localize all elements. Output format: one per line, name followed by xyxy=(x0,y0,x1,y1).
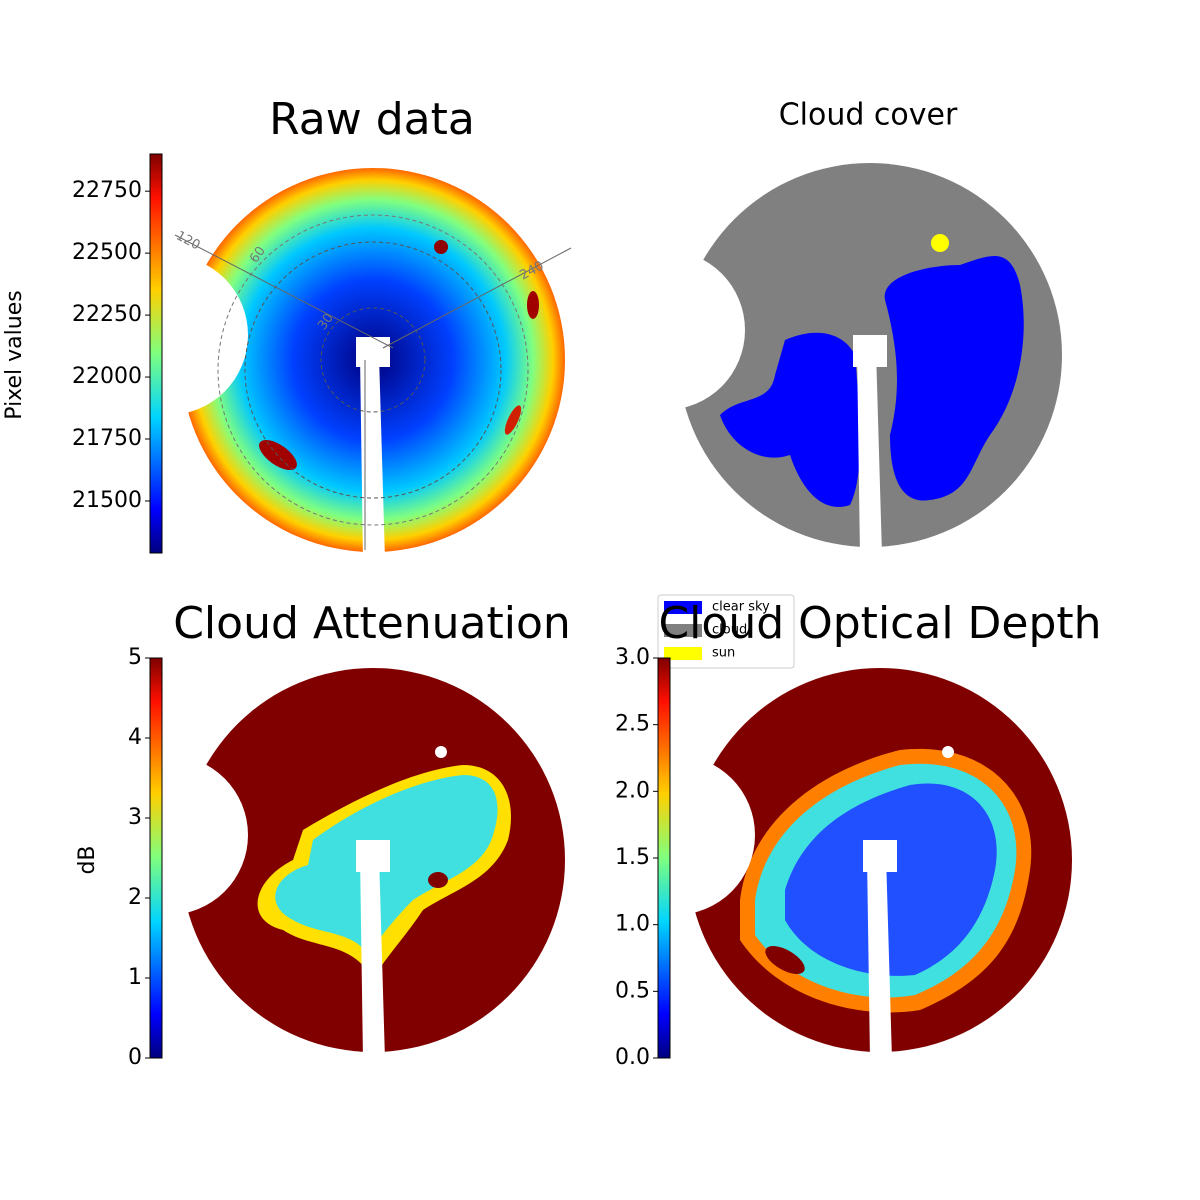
tick-label: 4 xyxy=(128,725,142,750)
legend-swatch xyxy=(664,601,702,614)
tick-label: 3 xyxy=(128,805,142,830)
tick-label: 5 xyxy=(128,645,142,670)
colorbar xyxy=(149,153,163,554)
legend-swatch xyxy=(664,647,702,660)
legend-label: sun xyxy=(712,646,735,661)
tick-label: 0.5 xyxy=(615,978,650,1003)
optical-depth-image xyxy=(680,660,1080,1060)
sun xyxy=(931,234,949,252)
tick-label: 2 xyxy=(128,885,142,910)
chart-title: Cloud Optical Depth xyxy=(658,598,1101,649)
tick-label: 2.0 xyxy=(615,778,650,803)
legend: clear sky cloud sun xyxy=(664,600,770,661)
tick-label: 1.5 xyxy=(615,845,650,870)
cloud-cover-image xyxy=(670,155,1070,555)
tick-label: 21750 xyxy=(72,426,142,451)
legend-label: cloud xyxy=(712,623,747,638)
colorbar-label: Pixel values xyxy=(2,290,27,419)
tick-label: 21500 xyxy=(72,488,142,513)
tick-label: 1.0 xyxy=(615,912,650,937)
legend-label: clear sky xyxy=(712,600,770,615)
tick-label: 22000 xyxy=(72,364,142,389)
tick-label: 0.0 xyxy=(615,1045,650,1070)
attenuation-image xyxy=(173,660,573,1060)
tick-label: 1 xyxy=(128,965,142,990)
tick-label: 2.5 xyxy=(615,712,650,737)
chart-title: Raw data xyxy=(269,94,475,145)
colorbar-label: dB xyxy=(75,845,100,874)
chart-title: Cloud Attenuation xyxy=(173,598,571,649)
chart-title: Cloud cover xyxy=(779,98,958,133)
tick-label: 0 xyxy=(128,1045,142,1070)
tick-label: 22250 xyxy=(72,302,142,327)
tick-label: 3.0 xyxy=(615,645,650,670)
tick-label: 22750 xyxy=(72,178,142,203)
raw-image xyxy=(173,160,573,560)
colorbar xyxy=(657,657,671,1059)
colorbar xyxy=(149,657,163,1059)
legend-swatch xyxy=(664,624,702,637)
tick-label: 22500 xyxy=(72,240,142,265)
